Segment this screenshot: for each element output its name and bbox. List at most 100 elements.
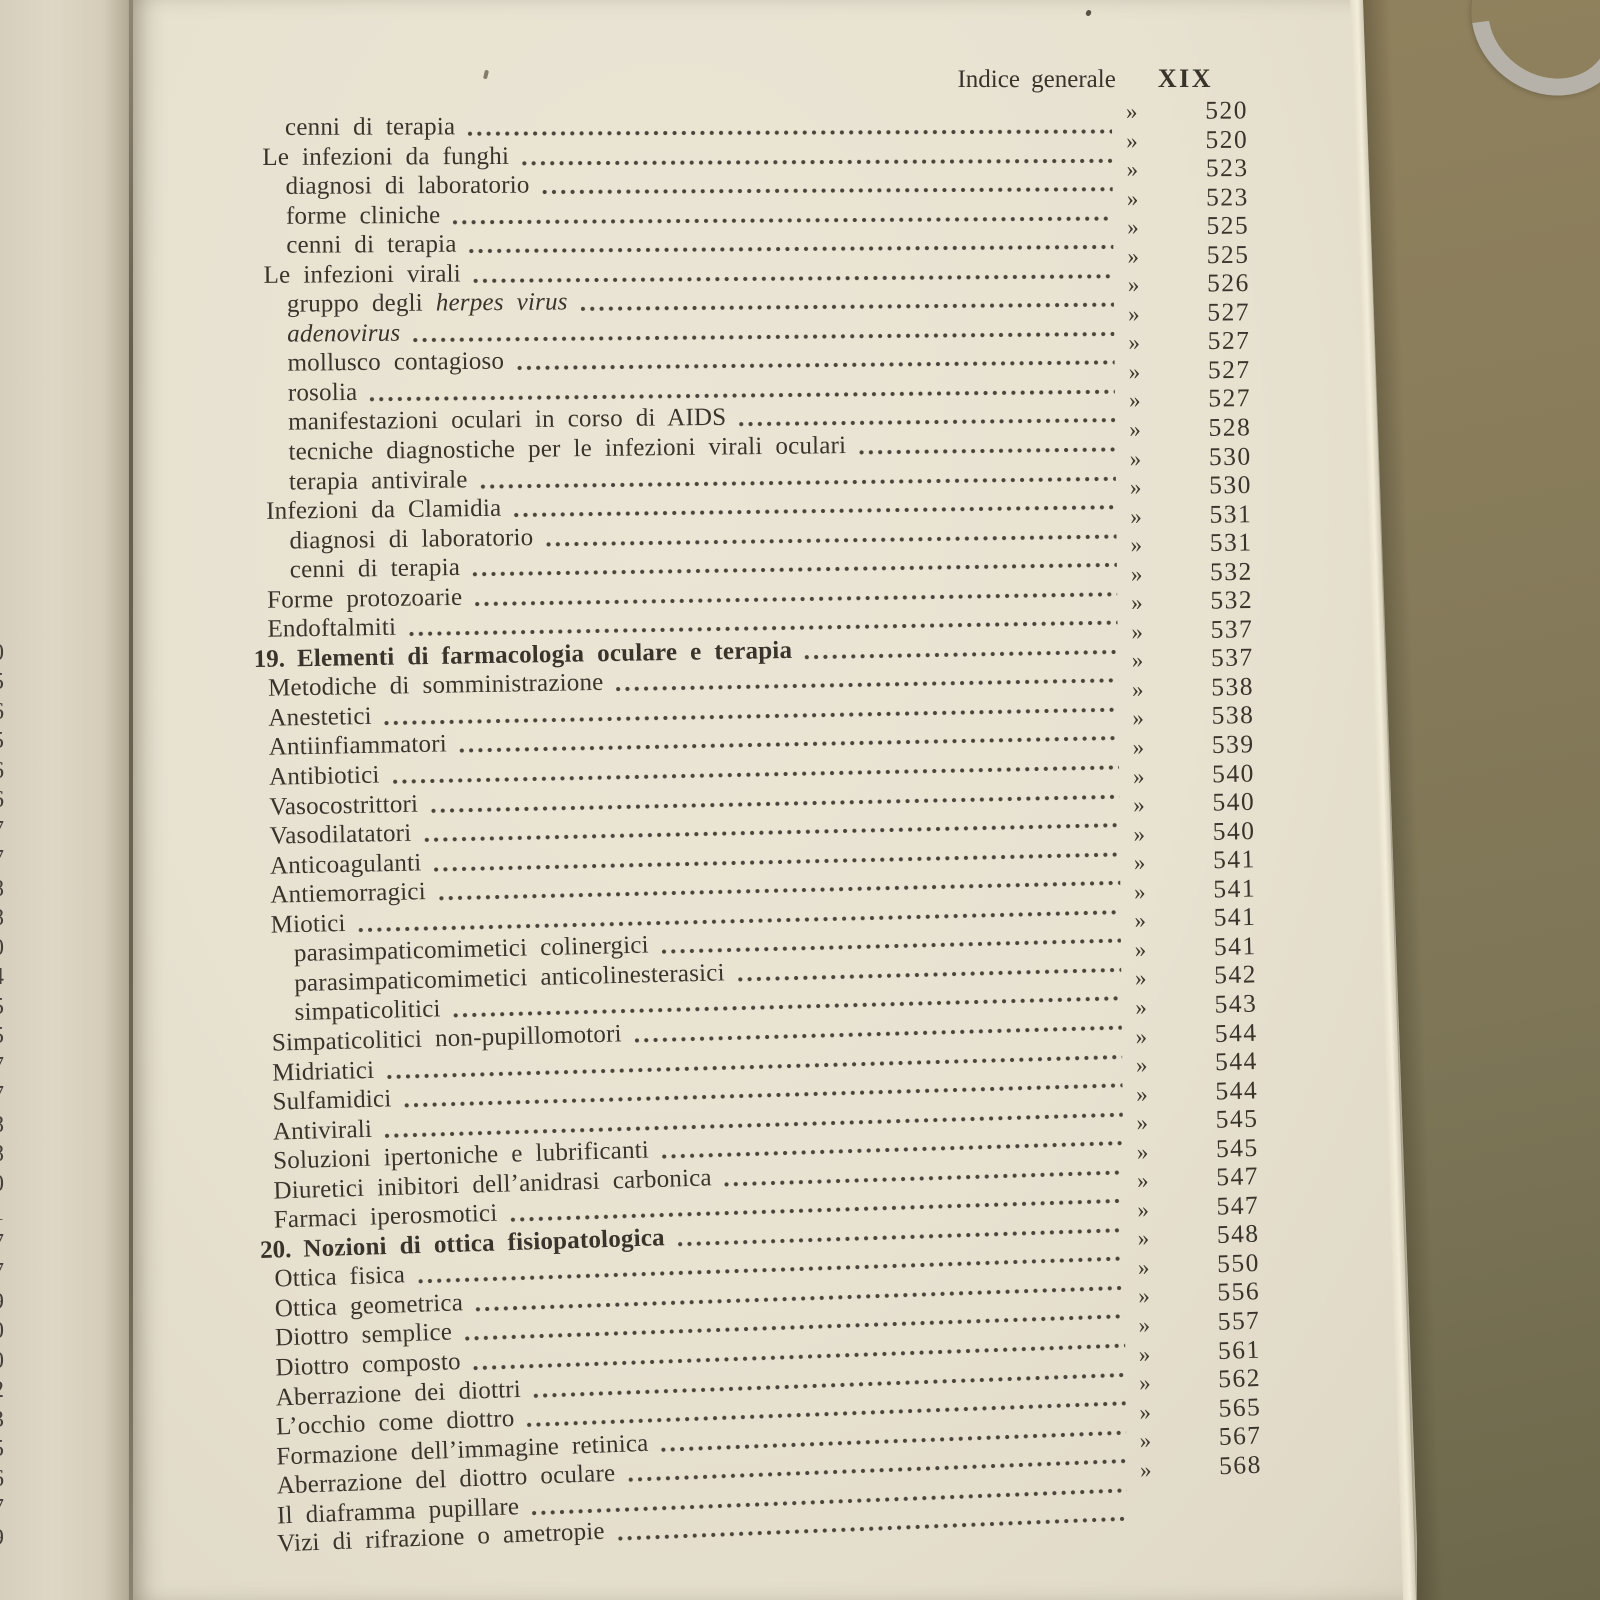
facing-page-number-fragment: 1 [0, 1200, 8, 1227]
page-number: 527 [1208, 383, 1252, 414]
facing-page-number-fragment: 5 [0, 669, 8, 696]
page-ref: » 520 [1126, 124, 1248, 155]
toc-chapter-number: 19. [253, 645, 286, 673]
page-number: 562 [1217, 1362, 1262, 1394]
page-number: 539 [1211, 729, 1255, 760]
toc-entry-label: Le infezioni da funghi [262, 142, 510, 171]
page-number: 543 [1214, 988, 1258, 1019]
facing-page-number-fragment: 7 [0, 846, 8, 873]
page-number: 540 [1212, 815, 1256, 846]
page-number: 557 [1217, 1305, 1261, 1336]
ditto-symbol: » [1132, 792, 1145, 818]
toc-entry-label: gruppo degli herpes virus [286, 288, 568, 318]
page-roman-number: XIX [1157, 64, 1213, 93]
page-number: 544 [1214, 1017, 1258, 1048]
page-ref: » 532 [1131, 556, 1253, 588]
ditto-symbol: » [1132, 763, 1145, 789]
page-ref: » 532 [1131, 585, 1253, 618]
ditto-symbol: » [1126, 127, 1138, 153]
page-number: 541 [1212, 844, 1257, 875]
facing-page-number-fragment: 2 [0, 1377, 8, 1404]
facing-page-number-fragment: 9 [0, 1525, 8, 1552]
page-ref: » 531 [1130, 499, 1252, 531]
page-number: 531 [1209, 527, 1253, 558]
page-number: 544 [1214, 1046, 1259, 1077]
facing-page-number-fragment: 9 [0, 1289, 8, 1316]
page-ref: » 527 [1129, 384, 1251, 416]
page-number: 538 [1210, 671, 1255, 702]
page-ref: » 543 [1135, 988, 1258, 1022]
page-ref: » 540 [1133, 787, 1256, 820]
facing-page-number-fragment: 0 [0, 640, 8, 667]
toc-entry-label: terapia antivirale [288, 465, 468, 496]
dot-leader [521, 155, 1113, 167]
ditto-symbol: » [1138, 1398, 1152, 1425]
page-number: 531 [1209, 498, 1253, 529]
facing-page-number-fragment: 7 [0, 1259, 8, 1286]
page-ref: » 527 [1128, 297, 1250, 329]
ditto-symbol: » [1129, 416, 1141, 442]
ditto-symbol: » [1129, 445, 1142, 471]
page-ref: » 520 [1126, 96, 1248, 127]
page-ref: » 527 [1129, 355, 1251, 387]
page-number: 538 [1211, 700, 1255, 731]
toc-entry-label: rosolia [287, 378, 358, 407]
toc-row: cenni di terapia » 520 [248, 96, 1248, 142]
toc-entry-label: cenni di terapia [286, 230, 457, 259]
ditto-symbol: » [1138, 1341, 1151, 1367]
toc-entry-label: diagnosi di laboratorio [285, 171, 530, 200]
ditto-symbol: » [1126, 185, 1139, 211]
toc-entry-label: Antiemorragici [270, 878, 427, 909]
ditto-symbol: » [1128, 387, 1141, 413]
page-ref: » 530 [1129, 441, 1251, 473]
ditto-symbol: » [1135, 1052, 1148, 1078]
page-number: 545 [1215, 1103, 1259, 1134]
toc-entry-label: cenni di terapia [289, 554, 461, 584]
facing-page-number-fragment: 5 [0, 994, 8, 1021]
dot-leader [468, 242, 1114, 256]
ditto-symbol: » [1127, 301, 1140, 327]
page-number: 567 [1218, 1420, 1263, 1452]
page-number: 565 [1217, 1391, 1262, 1423]
facing-page-number-fragment: 5 [0, 1023, 8, 1050]
ditto-symbol: » [1137, 1283, 1151, 1309]
ditto-symbol: » [1138, 1369, 1152, 1396]
facing-page-number-fragment: 8 [0, 905, 8, 932]
facing-page-number-fragment: 6 [0, 758, 8, 785]
toc-entry-label: Le infezioni virali [263, 260, 461, 289]
ditto-symbol: » [1138, 1312, 1151, 1338]
page-number: 561 [1217, 1334, 1262, 1365]
facing-page-number-fragment: 7 [0, 1495, 8, 1522]
ditto-symbol: » [1136, 1138, 1149, 1165]
facing-page-number-fragment: 0 [0, 1348, 8, 1375]
ditto-symbol: » [1130, 532, 1143, 558]
ditto-symbol: » [1130, 561, 1143, 587]
ditto-symbol: » [1133, 878, 1146, 905]
page-ref: » 539 [1132, 729, 1255, 762]
facing-page-number-fragment: 6 [0, 787, 8, 814]
facing-page-number-fragment: 8 [0, 876, 8, 903]
page-number: 520 [1205, 95, 1248, 125]
ditto-symbol: » [1134, 936, 1147, 962]
toc-entry-label: adenovirus [287, 319, 401, 348]
page-ref: » 568 [1139, 1449, 1262, 1484]
toc-entry-label: mollusco contagioso [287, 347, 505, 378]
page-ref: » 537 [1131, 643, 1254, 676]
page-number: 568 [1218, 1449, 1263, 1480]
page-ref: » 528 [1129, 412, 1251, 444]
page-number: 532 [1210, 585, 1254, 615]
page-ref: » 523 [1126, 153, 1249, 184]
facing-page-number-fragment: 6 [0, 1466, 8, 1493]
facing-page-number-fragment: 4 [0, 964, 8, 991]
facing-page-number-fragment: 7 [0, 1053, 8, 1080]
page-number: 526 [1206, 268, 1250, 298]
ditto-symbol: » [1135, 1081, 1149, 1107]
page-number: 525 [1206, 239, 1250, 269]
toc-entry-label: Sulfamidici [272, 1085, 392, 1116]
facing-page-number-fragment: 7 [0, 817, 8, 844]
page-ref: » 531 [1130, 528, 1252, 560]
ditto-symbol: » [1129, 474, 1142, 500]
running-head: Indice generale XIX [248, 64, 1213, 94]
page-ref: » 538 [1132, 700, 1255, 733]
page-number: 547 [1216, 1190, 1260, 1221]
